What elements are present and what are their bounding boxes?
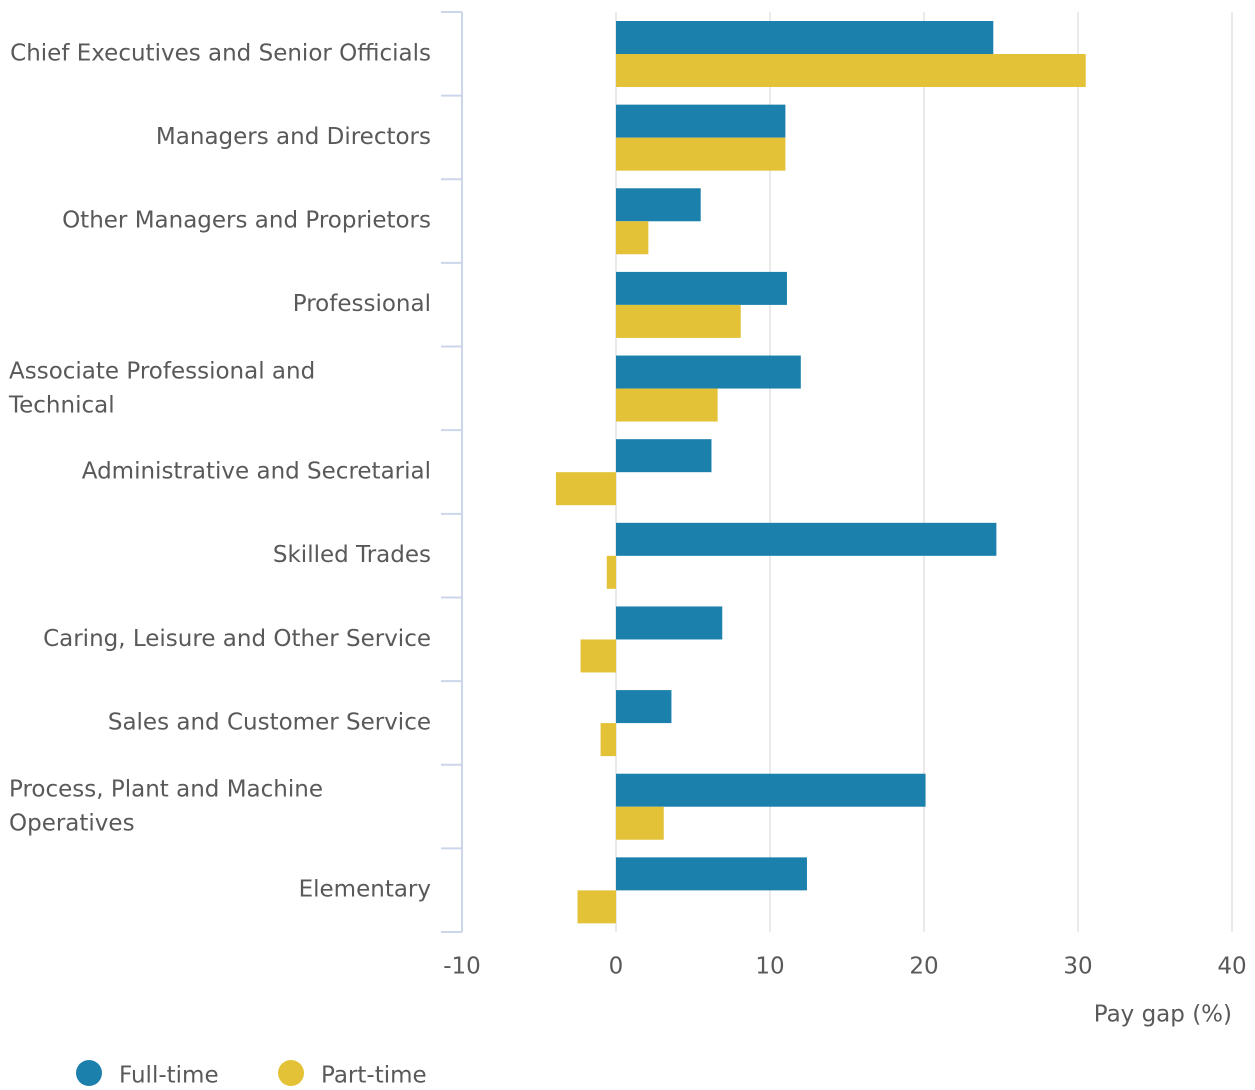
bar [616, 439, 712, 473]
bar [616, 221, 649, 255]
legend-label: Full-time [119, 1063, 219, 1089]
legend-label: Part-time [321, 1063, 427, 1089]
bar [577, 890, 616, 924]
bar [616, 522, 997, 556]
label-line: Associate Professional and [9, 358, 315, 384]
bar [616, 857, 807, 891]
y-tick-label: Process, Plant and Machine Operatives [9, 776, 323, 836]
y-tick-label: Elementary [299, 877, 431, 903]
label-line: Process, Plant and Machine [9, 776, 323, 802]
x-tick-label: 0 [609, 954, 624, 980]
bar [616, 690, 672, 724]
bar [616, 388, 718, 422]
legend-marker [76, 1060, 102, 1086]
y-tick-label: Managers and Directors [156, 124, 431, 150]
x-tick-label: -10 [443, 954, 481, 980]
bar [616, 104, 786, 138]
bar [616, 355, 801, 389]
y-tick-label: Administrative and Secretarial [82, 459, 431, 485]
bar [616, 137, 786, 171]
bar [616, 54, 1086, 87]
bar [600, 723, 616, 757]
label-line: Technical [8, 392, 115, 418]
y-tick-label: Skilled Trades [273, 542, 431, 568]
bar [616, 773, 926, 807]
bar [616, 606, 723, 640]
bar [606, 555, 616, 589]
bar [616, 304, 741, 338]
bar [616, 188, 701, 222]
y-tick-label: Professional [293, 291, 431, 317]
bar [616, 21, 994, 54]
y-tick-label: Associate Professional and Technical [8, 358, 315, 418]
x-tick-label: 20 [909, 954, 938, 980]
bar [580, 639, 616, 673]
y-tick-label: Sales and Customer Service [108, 709, 431, 735]
bar [616, 806, 664, 840]
bar [616, 271, 787, 305]
y-tick-label: Caring, Leisure and Other Service [43, 626, 431, 652]
y-tick-label: Other Managers and Proprietors [62, 208, 431, 234]
x-tick-label: 10 [755, 954, 784, 980]
legend-marker [278, 1060, 304, 1086]
label-line: Operatives [9, 810, 135, 836]
y-tick-label: Chief Executives and Senior Officials [10, 40, 431, 66]
x-tick-label: 30 [1063, 954, 1092, 980]
bar [555, 472, 616, 506]
x-axis-title: Pay gap (%) [1094, 1002, 1232, 1028]
x-tick-label: 40 [1217, 954, 1246, 980]
